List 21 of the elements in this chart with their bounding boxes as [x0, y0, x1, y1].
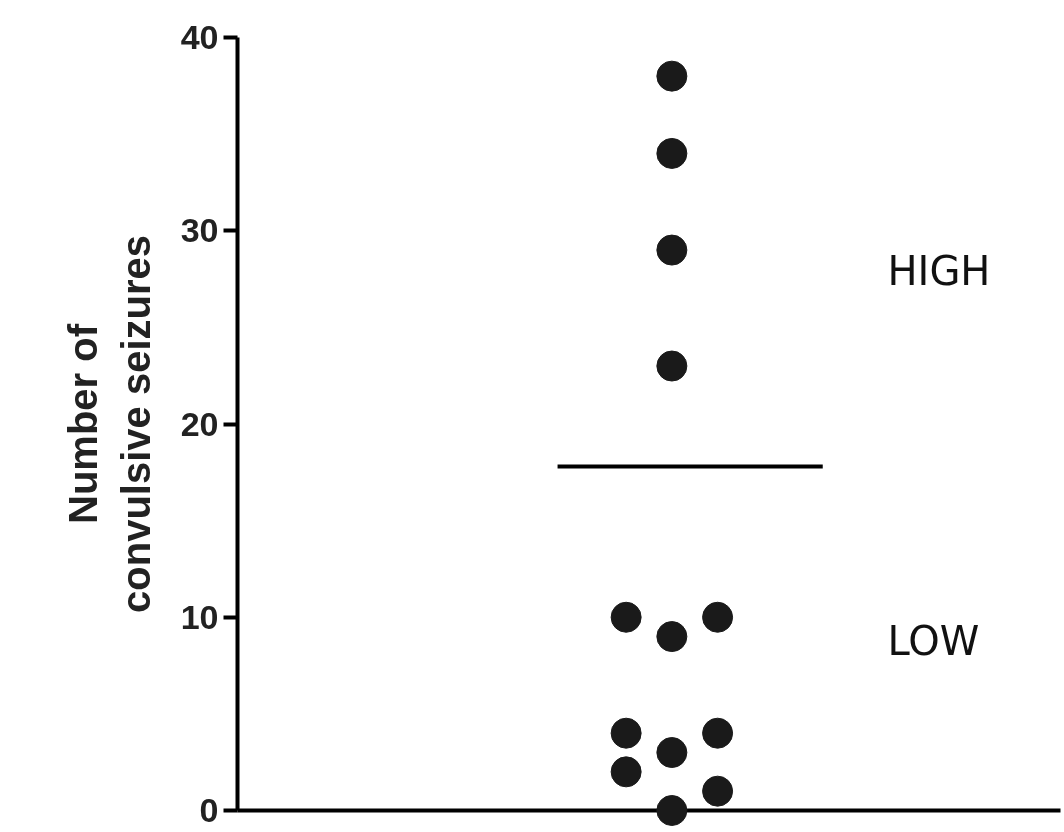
annotation: HIGH [887, 247, 991, 294]
y-tick-label: 20 [180, 404, 219, 443]
y-tick-label: 10 [180, 597, 219, 636]
y-tick-label: 30 [180, 211, 219, 250]
y-tick-label: 0 [199, 791, 219, 829]
point [702, 717, 734, 749]
point [610, 756, 642, 788]
point [656, 737, 688, 768]
point [610, 717, 642, 749]
y-axis-title: Number of convulsive seizures [60, 235, 158, 613]
point [656, 234, 688, 266]
point [702, 775, 734, 807]
point [656, 350, 688, 382]
point [702, 601, 734, 633]
point [610, 601, 642, 633]
point [656, 137, 688, 169]
annotation: LOW [887, 617, 980, 664]
point [656, 60, 688, 92]
y-tick-label: 40 [180, 18, 219, 56]
point [656, 795, 688, 826]
point [656, 621, 688, 653]
